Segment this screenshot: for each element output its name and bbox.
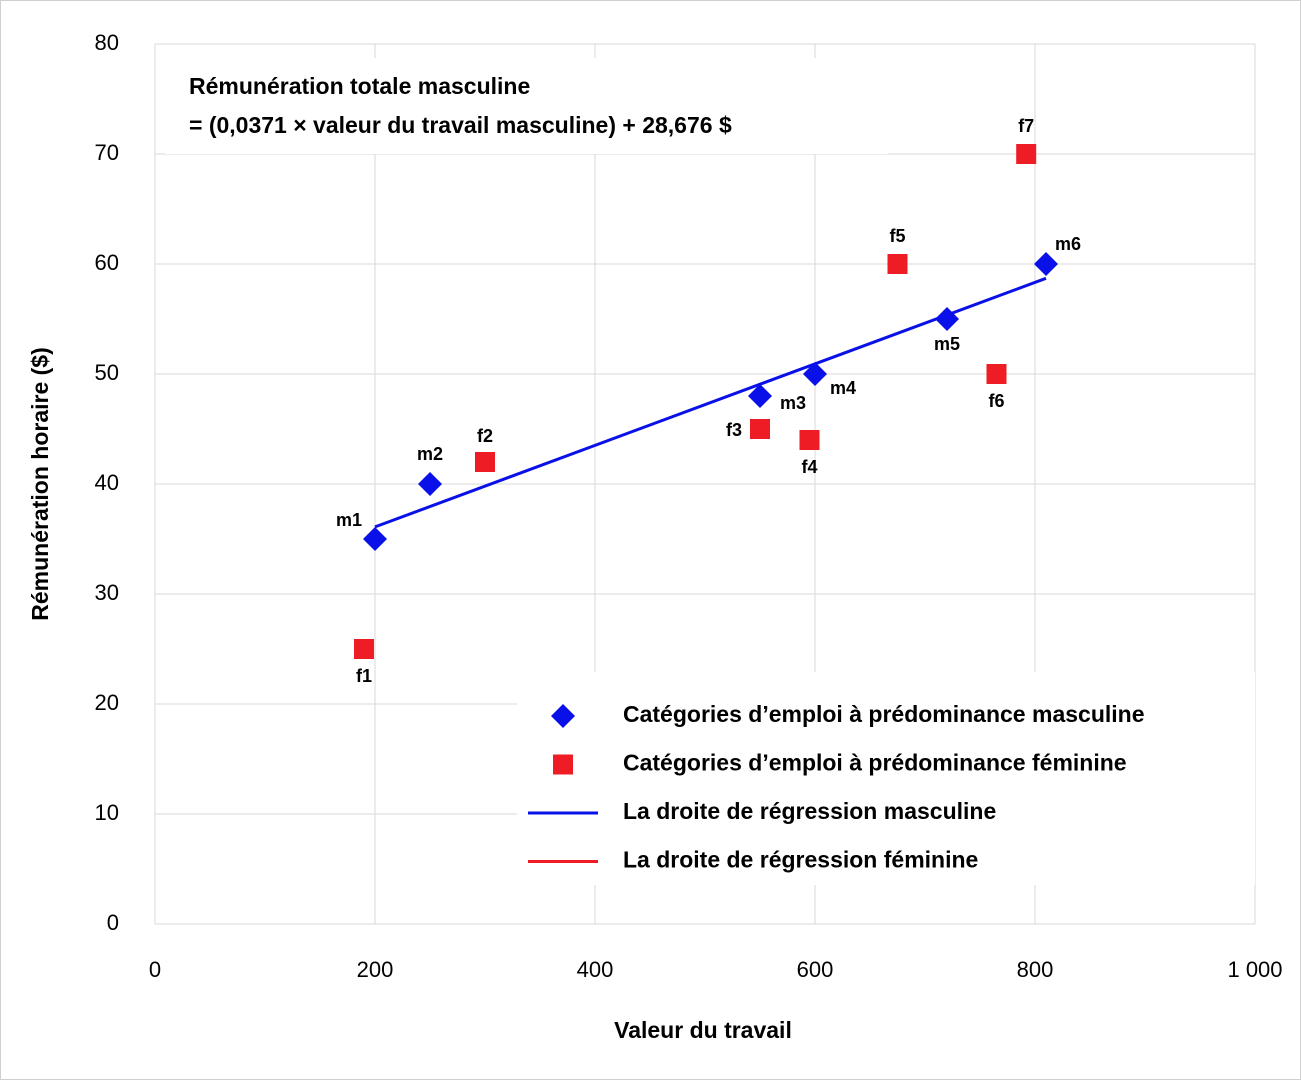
point-label: m1 [336, 510, 362, 530]
point-label: m3 [780, 393, 806, 413]
legend [517, 672, 1255, 885]
annotation: = (0,0371 × valeur du travail masculine)… [189, 112, 732, 138]
data-point [475, 452, 495, 472]
y-tick-label: 60 [95, 250, 119, 275]
y-tick-label: 70 [95, 140, 119, 165]
data-point [1034, 252, 1058, 276]
data-point [750, 419, 770, 439]
data-point [748, 384, 772, 408]
x-tick-label: 0 [149, 957, 161, 982]
point-label: f7 [1018, 116, 1034, 136]
point-label: f3 [726, 420, 742, 440]
x-tick-label: 800 [1017, 957, 1054, 982]
data-point [986, 364, 1007, 384]
annotation: Rémunération totale masculine [189, 73, 530, 99]
point-label: m4 [830, 378, 856, 398]
y-axis-title: Rémunération horaire ($) [27, 347, 53, 621]
x-axis-title: Valeur du travail [614, 1017, 792, 1043]
legend-marker [551, 704, 575, 728]
point-label: m6 [1055, 234, 1081, 254]
y-tick-label: 30 [95, 580, 119, 605]
data-point [363, 527, 387, 551]
x-tick-label: 600 [797, 957, 834, 982]
regression-line [374, 276, 1047, 529]
y-tick-label: 80 [95, 30, 119, 55]
legend-label: La droite de régression féminine [623, 847, 978, 873]
point-label: f2 [477, 426, 493, 446]
data-point [799, 430, 820, 450]
point-label: f5 [889, 226, 905, 246]
data-point [803, 362, 827, 386]
data-point [935, 307, 959, 331]
legend-marker [553, 754, 573, 775]
y-tick-label: 40 [95, 470, 119, 495]
point-label: f4 [801, 457, 817, 477]
y-tick-label: 20 [95, 690, 119, 715]
point-label: f6 [988, 391, 1004, 411]
y-tick-label: 10 [95, 800, 119, 825]
y-tick-label: 0 [107, 910, 119, 935]
x-tick-label: 200 [357, 957, 394, 982]
point-label: f1 [356, 666, 372, 686]
x-tick-label: 1 000 [1227, 957, 1282, 982]
x-tick-label: 400 [577, 957, 614, 982]
y-tick-label: 50 [95, 360, 119, 385]
data-point [418, 472, 442, 496]
point-label: m2 [417, 444, 443, 464]
point-label: m5 [934, 334, 960, 354]
annotation-box [165, 58, 888, 154]
data-point [354, 639, 374, 659]
legend-label: Catégories d’emploi à prédominance mascu… [623, 701, 1145, 727]
data-point [1016, 144, 1037, 164]
data-point [887, 254, 908, 274]
legend-label: Catégories d’emploi à prédominance fémin… [623, 750, 1127, 776]
legend-label: La droite de régression masculine [623, 798, 996, 824]
